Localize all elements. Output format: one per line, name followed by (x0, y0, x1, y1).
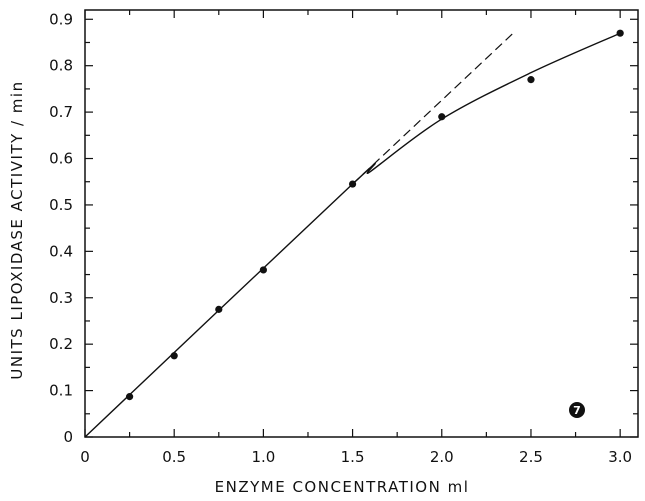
data-point (349, 180, 356, 187)
x-tick-label: 0 (80, 448, 90, 466)
figure-number-badge: 7 (569, 402, 585, 418)
data-point (215, 306, 222, 313)
data-points (126, 30, 624, 401)
y-tick-label: 0.1 (49, 382, 73, 400)
y-tick-label: 0.3 (49, 289, 73, 307)
x-tick-label: 1.0 (251, 448, 275, 466)
fitted-curve (85, 33, 620, 437)
y-tick-label: 0.7 (49, 103, 73, 121)
y-tick-label: 0.8 (49, 57, 73, 75)
y-tick-label: 0.4 (49, 242, 73, 260)
data-point (126, 393, 133, 400)
data-point (260, 266, 267, 273)
data-point (527, 76, 534, 83)
linear-extrapolation-line (353, 33, 514, 184)
chart-lines (85, 33, 620, 437)
x-tick-label: 2.0 (430, 448, 454, 466)
plot-frame (85, 10, 638, 437)
data-point (171, 352, 178, 359)
axis-ticks (85, 10, 638, 437)
axis-tick-labels: 0 0.5 1.0 1.5 2.0 2.5 3.0 0 0.1 0.2 0.3 0.4 0.5 0.6 0.… (49, 10, 632, 466)
x-tick-label: 3.0 (608, 448, 632, 466)
y-tick-label: 0.2 (49, 335, 73, 353)
y-axis-title: UNITS LIPOXIDASE ACTIVITY / min (8, 80, 26, 379)
y-tick-label: 0.5 (49, 196, 73, 214)
svg-text:7: 7 (573, 404, 581, 417)
x-tick-label: 2.5 (519, 448, 543, 466)
x-tick-label: 1.5 (341, 448, 365, 466)
plot-border (85, 10, 638, 437)
x-tick-label: 0.5 (162, 448, 186, 466)
data-point (438, 113, 445, 120)
y-tick-label: 0.6 (49, 150, 73, 168)
y-tick-label: 0 (63, 428, 73, 446)
x-axis-title: ENZYME CONCENTRATION ml (215, 478, 470, 496)
data-point (617, 30, 624, 37)
y-tick-label: 0.9 (49, 10, 73, 28)
